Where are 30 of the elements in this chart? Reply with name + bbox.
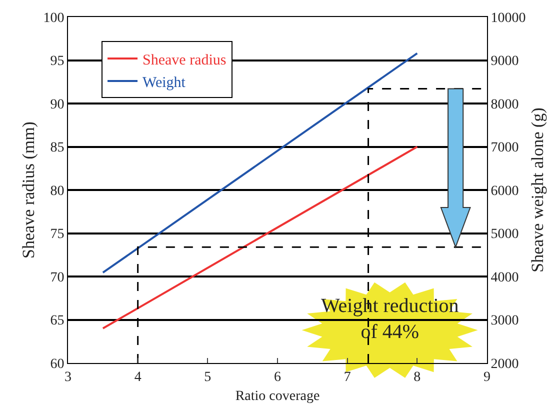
y-tick-label: 85 <box>50 140 64 156</box>
x-tick-label: 7 <box>344 370 351 385</box>
legend-label: Weight <box>142 74 186 91</box>
y2-tick-label: 2000 <box>490 356 519 372</box>
y-tick-label: 80 <box>50 184 64 199</box>
legend-label: Sheave radius <box>142 52 226 68</box>
y-axis-title: Sheave radius (mm) <box>18 122 38 258</box>
x-tick-label: 6 <box>274 370 281 385</box>
y2-tick-label: 3000 <box>490 314 519 329</box>
x-tick-label: 5 <box>204 370 212 385</box>
y2-tick-label: 9000 <box>490 54 519 70</box>
y-tick-label: 60 <box>50 356 64 372</box>
x-tick-label: 4 <box>134 370 142 385</box>
x-tick-label: 8 <box>414 370 421 385</box>
y-tick-label: 90 <box>50 97 64 112</box>
x-tick-label: 9 <box>484 370 490 385</box>
y-tick-label: 70 <box>50 270 64 286</box>
y2-tick-label: 10000 <box>490 10 526 26</box>
y2-tick-label: 4000 <box>490 270 519 286</box>
x-tick-label: 3 <box>64 370 72 385</box>
y-tick-label: 75 <box>50 227 64 242</box>
y2-tick-label: 5000 <box>490 227 519 242</box>
y2-tick-label: 7000 <box>490 140 519 156</box>
y-tick-label: 95 <box>50 54 64 70</box>
y-tick-label: 65 <box>50 314 64 329</box>
x-axis-title: Ratio coverage <box>235 389 320 404</box>
y2-tick-label: 6000 <box>490 184 519 199</box>
y2-tick-label: 8000 <box>490 97 519 112</box>
y-tick-label: 100 <box>43 10 64 26</box>
y2-axis-title: Sheave weight alone (g) <box>528 108 548 272</box>
